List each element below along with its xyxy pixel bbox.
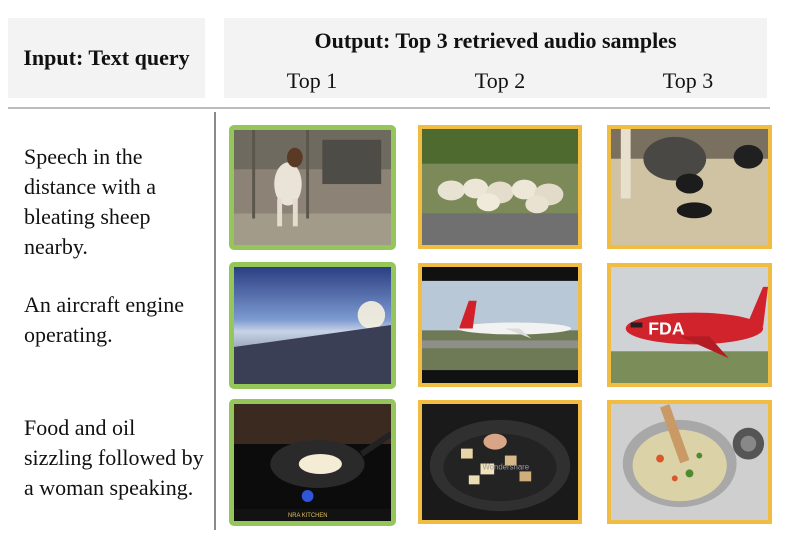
thumbnail-row1-top2 [418,125,582,249]
header-divider [8,107,770,109]
column-label-top1: Top 1 [286,68,338,93]
input-header-label: Input: Text query [23,45,190,70]
query-text-2: An aircraft engine operating. [24,292,185,347]
frying-pan-image: NRA KITCHEN [234,404,391,521]
soup-pot-image [611,404,768,520]
sheep-lambs-image [611,129,768,245]
column-label-top2: Top 2 [474,68,526,93]
watermark-text: Wondershare [482,462,529,471]
thumbnail-row2-top2 [418,263,582,387]
sky-horizon-image [234,267,391,384]
output-header: Output: Top 3 retrieved audio samples To… [224,18,767,98]
column-divider [214,112,216,530]
wok-stir-fry-image: Wondershare [422,404,578,520]
fda-logo-text: FDA [648,318,684,338]
thumbnail-row2-top1 [229,262,396,389]
thumbnail-row2-top3: FDA [607,263,772,387]
fda-plane-image: FDA [611,267,768,383]
column-label-top3: Top 3 [662,68,714,93]
turkish-airlines-plane-image [422,267,578,383]
thumbnail-row3-top1: NRA KITCHEN [229,399,396,526]
output-header-label: Output: Top 3 retrieved audio samples [314,28,677,53]
input-header: Input: Text query [8,18,205,98]
thumbnail-row1-top1 [229,125,396,250]
goat-image [234,130,391,245]
query-text-1: Speech in the distance with a bleating s… [24,144,156,259]
thumbnail-row1-top3 [607,125,772,249]
thumbnail-row3-top3 [607,400,772,524]
query-text-3: Food and oil sizzling followed by a woma… [24,415,204,500]
kitchen-logo-text: NRA KITCHEN [288,513,328,519]
thumbnail-row3-top2: Wondershare [418,400,582,524]
sheep-flock-image [422,129,578,245]
